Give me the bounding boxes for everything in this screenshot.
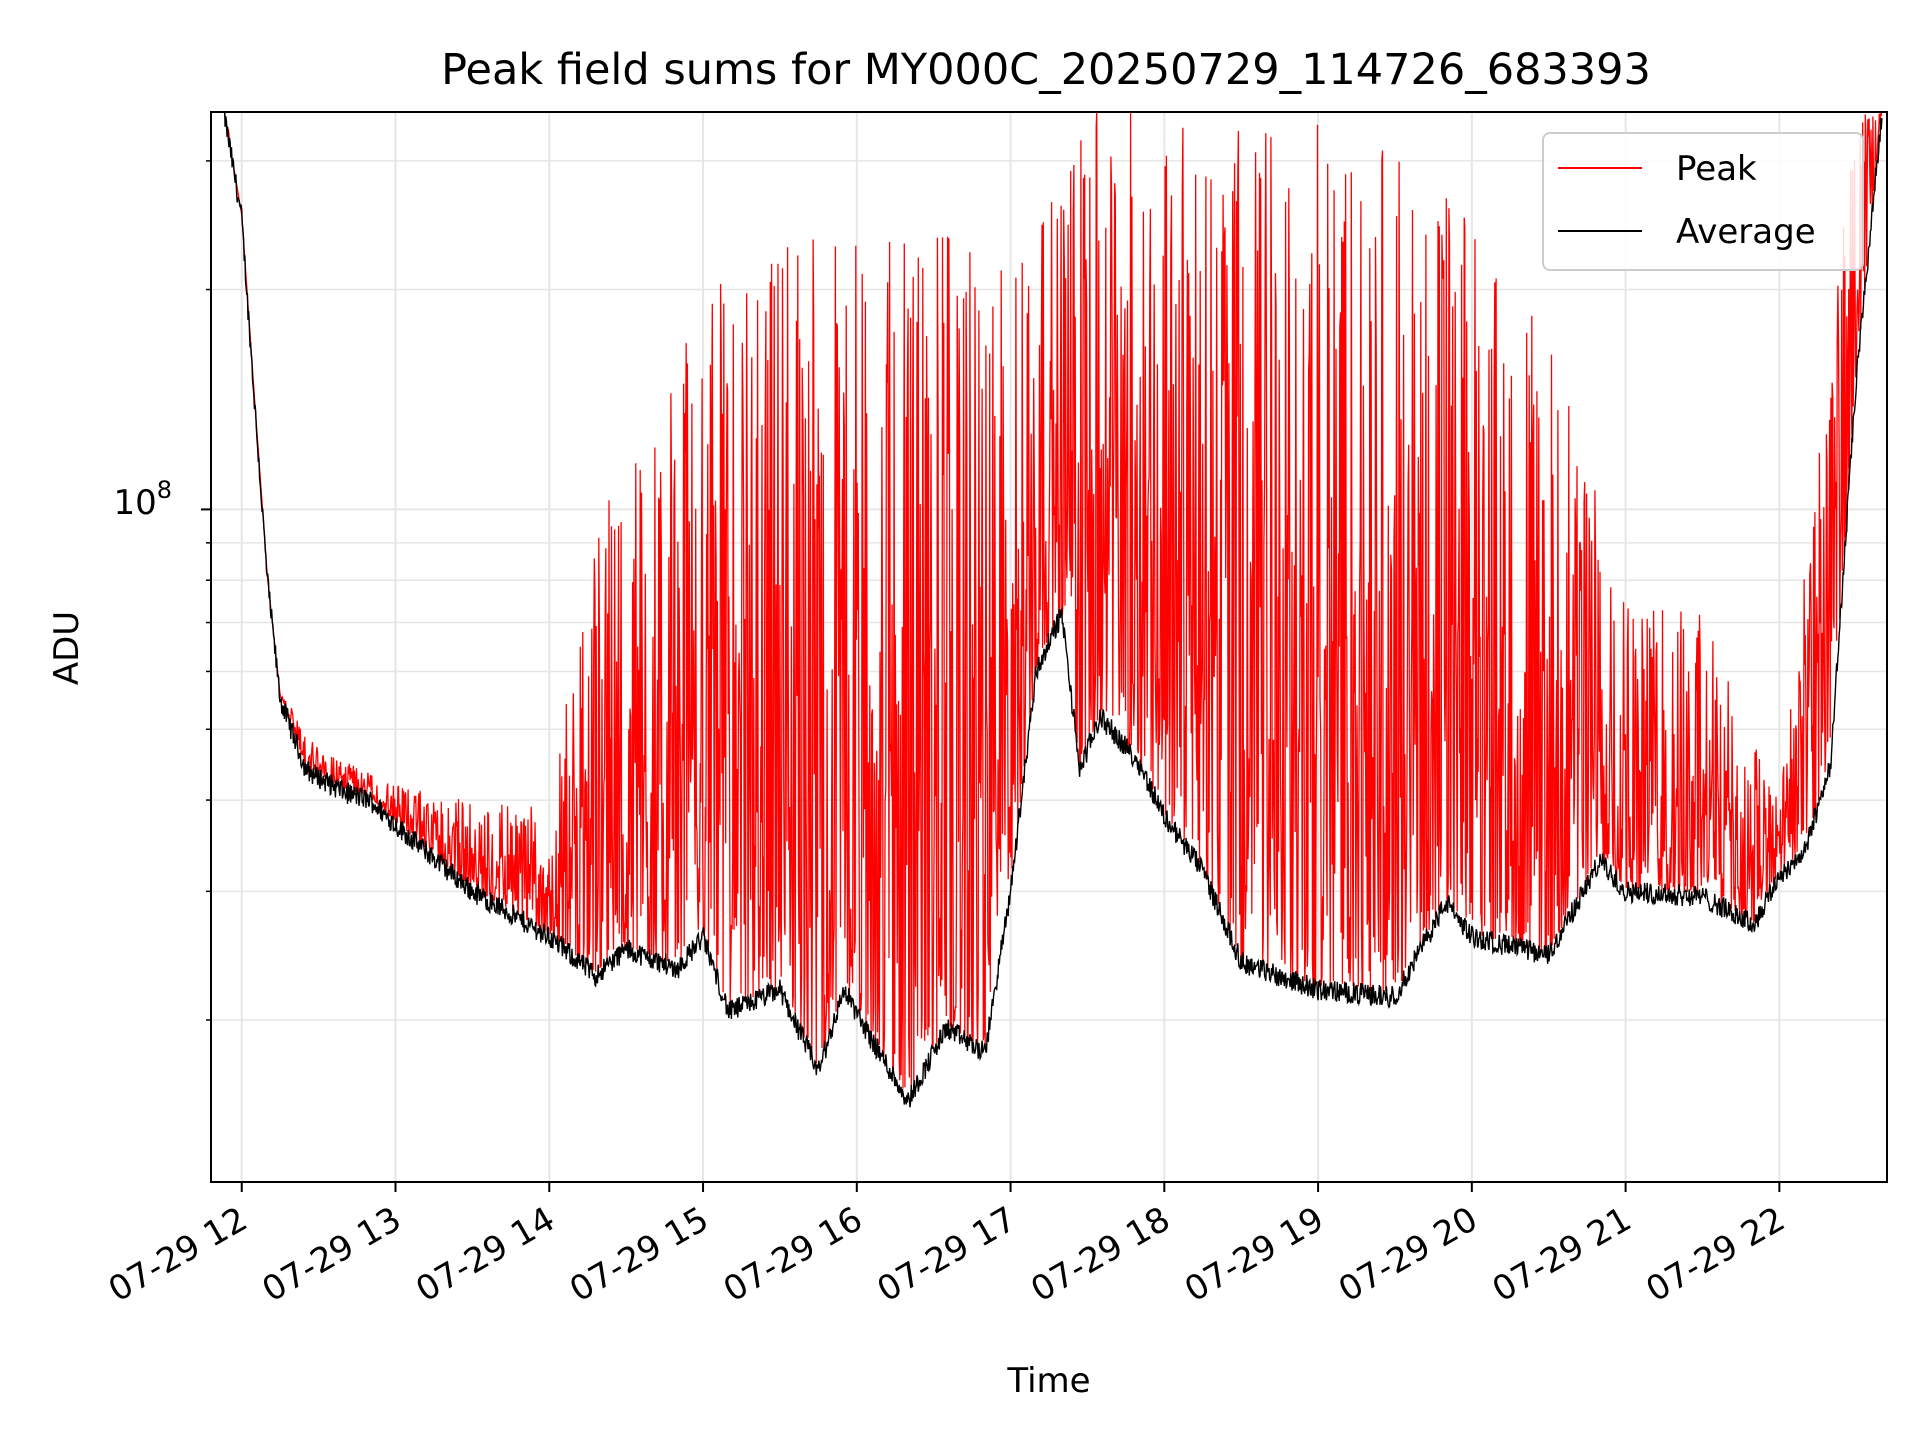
legend-label-peak: Peak bbox=[1676, 149, 1757, 189]
legend-label-average: Average bbox=[1676, 212, 1816, 252]
y-axis-label: ADU bbox=[47, 611, 87, 685]
chart-title: Peak field sums for MY000C_20250729_1147… bbox=[441, 45, 1651, 95]
y-axis: 108 bbox=[113, 160, 211, 1021]
series-line-average bbox=[223, 112, 1883, 1108]
axes-frame bbox=[210, 111, 1888, 1183]
legend: Peak Average bbox=[1542, 132, 1864, 271]
y-major-tick-label: 108 bbox=[113, 476, 172, 523]
plot-area bbox=[223, 112, 1883, 1108]
x-axis-label: Time bbox=[1006, 1361, 1090, 1401]
grid-lines bbox=[211, 112, 1887, 1182]
